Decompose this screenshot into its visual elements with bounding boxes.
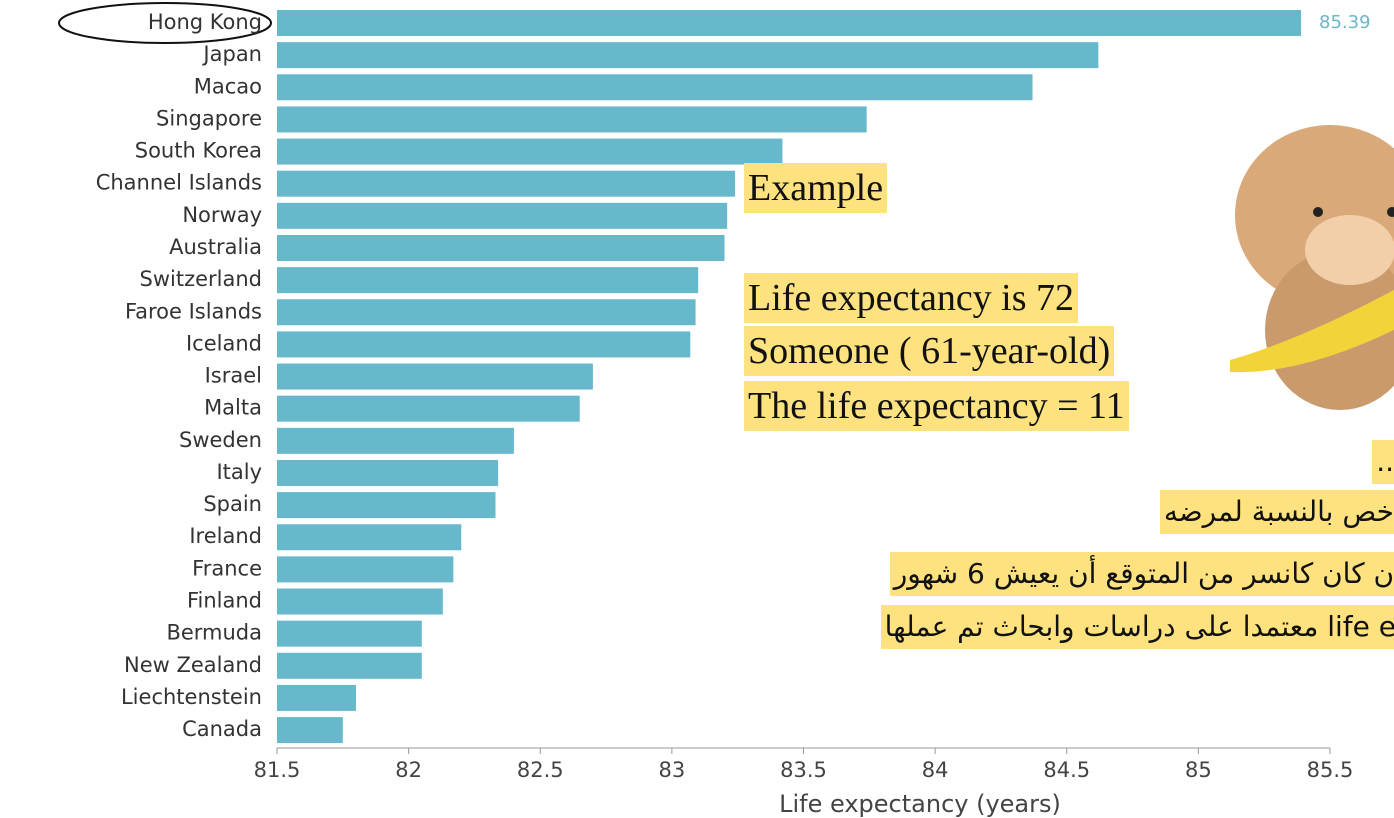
monkey-illustration xyxy=(1230,125,1394,410)
y-tick-label: Spain xyxy=(203,492,262,516)
y-tick-label: Bermuda xyxy=(166,621,262,645)
page: {"chart_data": {"type": "bar", "orientat… xyxy=(0,0,1394,818)
y-tick-label: South Korea xyxy=(135,139,262,163)
y-tick-label: New Zealand xyxy=(124,653,262,677)
annotation: .. xyxy=(1372,440,1394,484)
x-tick-label: 84 xyxy=(922,758,949,782)
bar xyxy=(277,524,461,550)
bar xyxy=(277,235,725,261)
bar xyxy=(277,364,593,390)
bar xyxy=(277,589,443,615)
y-tick-label: Faroe Islands xyxy=(125,299,262,323)
y-tick-label: Switzerland xyxy=(140,267,263,291)
x-axis-title: Life expectancy (years) xyxy=(779,790,1061,818)
x-tick-label: 82 xyxy=(395,758,422,782)
y-tick-label: Norway xyxy=(182,203,262,227)
x-tick-label: 84.5 xyxy=(1043,758,1090,782)
y-tick-label: Iceland xyxy=(186,331,262,355)
bar xyxy=(277,42,1098,68)
bar xyxy=(277,171,735,197)
x-tick-label: 83 xyxy=(659,758,686,782)
y-tick-label: Ireland xyxy=(189,524,262,548)
bar xyxy=(277,621,422,647)
y-tick-label: Hong Kong xyxy=(148,10,262,34)
y-tick-label: Italy xyxy=(216,460,262,484)
y-tick-label: Finland xyxy=(187,589,262,613)
y-tick-label: France xyxy=(192,556,262,580)
annotation: Someone ( 61-year-old) xyxy=(744,326,1114,376)
annotation: Example xyxy=(744,163,887,213)
bar xyxy=(277,492,495,518)
annotation: The life expectancy = 11 xyxy=(744,381,1129,431)
bar xyxy=(277,428,514,454)
bar xyxy=(277,203,727,229)
bar xyxy=(277,653,422,679)
x-tick-label: 85.5 xyxy=(1307,758,1354,782)
y-tick-label: Malta xyxy=(204,396,262,420)
bar xyxy=(277,106,867,132)
bar xyxy=(277,717,343,743)
annotation: خص بالنسبة لمرضه xyxy=(1160,490,1394,534)
bar xyxy=(277,267,698,293)
y-tick-label: Macao xyxy=(194,74,262,98)
bar xyxy=(277,685,356,711)
x-tick-label: 85 xyxy=(1185,758,1212,782)
bar xyxy=(277,396,580,422)
bar xyxy=(277,460,498,486)
bar xyxy=(277,74,1033,100)
annotation: Life expectancy is 72 xyxy=(744,273,1078,323)
bar xyxy=(277,299,696,325)
x-tick-label: 81.5 xyxy=(254,758,301,782)
y-tick-label: Japan xyxy=(201,42,262,66)
x-tick-label: 83.5 xyxy=(780,758,827,782)
y-tick-label: Israel xyxy=(205,364,262,388)
annotation: ن كان كانسر من المتوقع أن يعيش 6 شهور xyxy=(890,552,1394,596)
y-tick-label: Sweden xyxy=(179,428,262,452)
bar xyxy=(277,10,1301,36)
bar xyxy=(277,139,782,165)
y-tick-label: Channel Islands xyxy=(96,171,262,195)
bar xyxy=(277,556,453,582)
y-tick-label: Liechtenstein xyxy=(121,685,262,709)
bar xyxy=(277,331,690,357)
y-tick-label: Australia xyxy=(169,235,262,259)
y-tick-label: Canada xyxy=(182,717,262,741)
x-tick-label: 82.5 xyxy=(517,758,564,782)
y-tick-label: Singapore xyxy=(156,106,262,130)
chart: Life expectancy (years) 81.5 82 82.5 83 83.5… xyxy=(0,0,1394,818)
value-label: 85.39 xyxy=(1319,12,1371,33)
annotation: life e معتمدا على دراسات وابحاث تم عملها xyxy=(881,605,1394,649)
